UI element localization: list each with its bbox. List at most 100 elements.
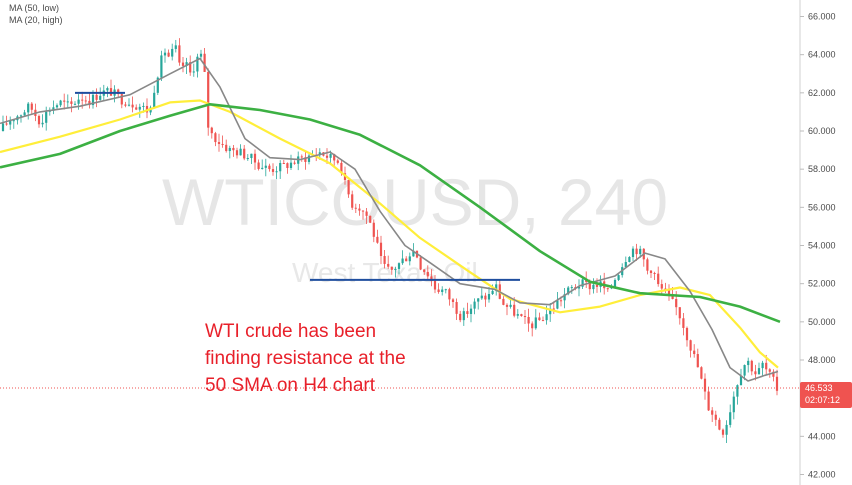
candle-body	[469, 308, 473, 314]
candle-body	[772, 371, 775, 377]
candle-body	[347, 179, 350, 195]
candle-body	[239, 148, 242, 156]
candle-body	[484, 295, 487, 300]
candle-body	[289, 162, 293, 168]
candle-body	[394, 268, 397, 270]
candle-body	[739, 375, 743, 386]
candle-body	[462, 311, 465, 321]
candle-body	[513, 304, 516, 316]
candle-body	[595, 284, 599, 287]
candle-body	[765, 362, 768, 370]
candle-body	[91, 94, 95, 106]
candle-body	[768, 369, 771, 372]
candle-body	[387, 263, 390, 267]
price-tick-label: 60.000	[808, 126, 836, 136]
candle-body	[95, 94, 98, 100]
candle-body	[210, 127, 213, 134]
candle-body	[754, 371, 757, 375]
candle-body	[19, 115, 23, 117]
candle-body	[707, 391, 710, 411]
candle-body	[253, 153, 257, 163]
candle-body	[433, 280, 437, 290]
candle-body	[491, 290, 494, 295]
candle-body	[671, 295, 674, 300]
ma-20-high-line	[0, 57, 779, 382]
price-tick-label: 62.000	[808, 88, 836, 98]
candle-body	[174, 45, 177, 49]
legend-ma-50-low[interactable]: MA (50, low)	[9, 3, 59, 13]
candle-body	[81, 99, 84, 101]
candle-body	[477, 298, 480, 302]
last-price-badge	[800, 381, 852, 408]
countdown-label: 02:07:12	[805, 395, 840, 405]
candle-body	[1, 123, 5, 131]
candle-body	[268, 165, 271, 170]
candle-body	[117, 89, 120, 95]
candle-body	[318, 152, 321, 156]
candle-body	[606, 288, 609, 290]
candle-body	[408, 256, 411, 262]
candle-body	[455, 302, 458, 314]
candle-body	[376, 236, 379, 243]
candle-body	[127, 104, 131, 106]
candle-body	[214, 133, 217, 143]
candle-body	[372, 222, 375, 237]
candle-body	[5, 123, 8, 125]
candle-body	[718, 419, 721, 430]
candle-body	[743, 365, 746, 376]
candle-body	[293, 162, 296, 164]
candle-body	[685, 327, 689, 341]
annotation-line-1: WTI crude has been	[205, 321, 376, 342]
candle-body	[192, 71, 195, 73]
candle-body	[667, 290, 671, 296]
candle-body	[703, 378, 707, 392]
candle-body	[246, 158, 249, 160]
legend[interactable]: MA (50, low) MA (20, high)	[9, 3, 63, 25]
candle-body	[624, 262, 627, 268]
candle-body	[639, 248, 642, 255]
annotation: WTI crude has been finding resistance at…	[205, 321, 406, 396]
candle-body	[412, 250, 415, 257]
candle-body	[167, 52, 170, 57]
candle-body	[163, 52, 167, 56]
candle-body	[628, 257, 631, 263]
candle-body	[23, 112, 26, 116]
candle-body	[185, 62, 188, 66]
candle-body	[534, 317, 537, 329]
candle-body	[131, 104, 134, 108]
candle-body	[225, 144, 228, 152]
candle-body	[689, 340, 692, 351]
candle-body	[27, 103, 30, 113]
price-tick-label: 52.000	[808, 279, 836, 289]
candle-body	[243, 148, 246, 159]
candle-body	[693, 350, 696, 355]
candle-body	[66, 101, 69, 103]
candle-body	[73, 103, 77, 105]
candle-body	[45, 111, 48, 123]
candle-body	[448, 289, 451, 300]
candle-body	[775, 376, 779, 391]
candle-body	[487, 294, 491, 300]
candle-body	[88, 100, 91, 106]
candle-body	[736, 385, 739, 397]
candle-body	[203, 53, 206, 72]
candle-body	[581, 279, 584, 287]
candle-body	[84, 100, 87, 102]
candle-body	[545, 314, 548, 321]
candle-body	[250, 153, 253, 159]
candle-body	[271, 169, 275, 172]
last-price-label: 46.533	[805, 383, 833, 393]
candle-body	[405, 258, 408, 262]
candle-body	[646, 259, 649, 271]
candle-body	[516, 314, 519, 316]
candle-body	[300, 156, 303, 158]
price-tick-label: 42.000	[808, 470, 836, 480]
price-axis[interactable]: 42.00044.00046.00048.00050.00052.00054.0…	[800, 12, 836, 480]
candle-body	[279, 163, 282, 172]
legend-ma-20-high[interactable]: MA (20, high)	[9, 15, 63, 25]
candle-body	[649, 270, 653, 273]
candle-body	[207, 71, 210, 128]
candle-body	[217, 142, 221, 144]
candle-body	[441, 289, 444, 292]
